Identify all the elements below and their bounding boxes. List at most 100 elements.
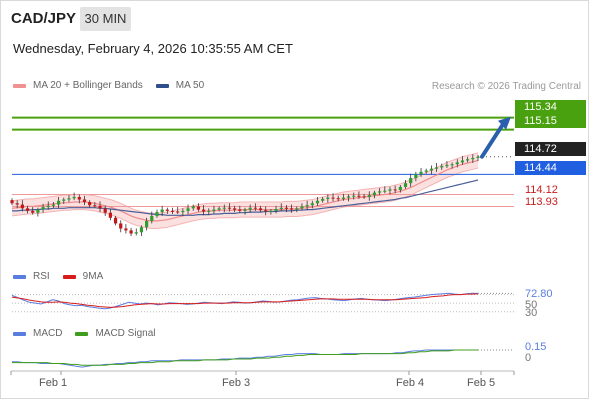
candle-body: [476, 156, 480, 158]
candle-body: [419, 171, 423, 175]
level-tag-support-2: 113.93: [525, 196, 558, 208]
candle-body: [62, 199, 66, 201]
candle-body: [393, 189, 397, 191]
candle-body: [201, 209, 206, 212]
candle-body: [150, 215, 154, 221]
candle-body: [300, 206, 304, 209]
candle-body: [455, 162, 459, 165]
candle-body: [274, 208, 278, 211]
candle-body: [367, 195, 371, 197]
candle-body: [264, 210, 268, 212]
candle-body: [248, 207, 252, 210]
macd-legend: MACD MACD Signal: [13, 328, 168, 339]
candle-body: [372, 192, 377, 196]
level-tag-support-1: 114.12: [525, 184, 558, 196]
legend-label-rsi: RSI: [33, 271, 50, 282]
candle-body: [129, 230, 133, 234]
candle-body: [290, 208, 294, 210]
candle-body: [269, 210, 273, 212]
candle-body: [20, 204, 24, 209]
forecast-arrow-head: [498, 116, 511, 130]
macd-level-0: 0: [525, 352, 532, 364]
legend-item-9ma: 9MA: [62, 271, 104, 282]
bollinger-band-fill: [12, 152, 478, 229]
candle-body: [196, 206, 200, 210]
legend-label-macd: MACD: [33, 328, 63, 339]
legend-swatch-ma20: [13, 83, 26, 88]
legend-item-rsi: RSI: [13, 271, 50, 282]
macd-series-macd: [12, 349, 478, 368]
candle-body: [67, 198, 71, 200]
level-tag-last-price: 114.72: [515, 142, 586, 156]
legend-label-macd-signal: MACD Signal: [95, 328, 156, 339]
legend-swatch-ma50: [155, 83, 169, 88]
candle-body: [46, 205, 50, 208]
legend-label-ma50: MA 50: [175, 80, 205, 91]
candle-body: [113, 217, 118, 224]
timeframe-button[interactable]: 30 MIN: [80, 7, 131, 31]
candle-body: [471, 157, 475, 160]
rsi-series-9ma: [11, 293, 479, 308]
candle-body: [103, 208, 107, 213]
candle-body: [429, 168, 433, 171]
candle-body: [403, 183, 408, 187]
candle-body: [217, 208, 221, 210]
legend-item-ma20: MA 20 + Bollinger Bands: [13, 80, 143, 91]
rsi-series-rsi: [11, 292, 479, 310]
candle-body: [41, 207, 45, 210]
macd-series-signal: [12, 349, 478, 366]
candle-body: [315, 200, 320, 204]
legend-swatch-macd-signal: [75, 331, 89, 336]
credit-label: Research © 2026 Trading Central: [431, 81, 581, 92]
candle-body: [409, 178, 413, 184]
legend-item-ma50: MA 50: [155, 80, 205, 91]
candle-body: [124, 228, 128, 231]
candle-body: [284, 207, 289, 209]
candle-body: [238, 209, 242, 211]
candle-body: [36, 209, 40, 213]
legend-swatch-rsi: [13, 274, 26, 279]
legend-label-ma20: MA 20 + Bollinger Bands: [33, 80, 143, 91]
candle-body: [145, 220, 149, 228]
candle-body: [212, 209, 216, 211]
candle-body: [207, 210, 211, 212]
legend-label-9ma: 9MA: [82, 271, 104, 282]
candle-body: [134, 232, 138, 234]
candle-body: [191, 206, 195, 209]
candle-body: [362, 196, 366, 198]
candle-body: [450, 164, 454, 166]
rsi-legend: RSI 9MA: [13, 271, 116, 282]
candle-body: [331, 197, 335, 199]
candle-body: [440, 166, 444, 168]
forecast-arrow-shaft: [480, 120, 506, 159]
level-tag-target-2: 115.15: [515, 114, 586, 128]
candle-body: [378, 191, 382, 193]
bollinger-upper-line: [11, 152, 479, 214]
level-tag-pivot: 114.44: [515, 161, 586, 175]
candle-body: [295, 208, 299, 210]
candle-body: [326, 197, 330, 199]
candle-body: [341, 197, 345, 199]
rsi-level-30: 30: [525, 307, 538, 319]
x-tick-label-4: Feb 5: [467, 377, 496, 389]
candle-body: [77, 197, 81, 200]
candle-body: [279, 207, 283, 209]
x-tick-label-1: Feb 1: [39, 377, 68, 389]
candle-body: [93, 205, 97, 207]
candle-body: [10, 200, 14, 204]
datetime-label: Wednesday, February 4, 2026 10:35:55 AM …: [13, 41, 293, 56]
candle-body: [72, 197, 76, 199]
candle-body: [82, 199, 87, 203]
candle-body: [186, 208, 190, 211]
candle-body: [181, 210, 185, 213]
candle-body: [434, 167, 439, 169]
candle-body: [233, 208, 237, 210]
candle-body: [346, 196, 351, 198]
candle-body: [139, 227, 144, 233]
main-legend: MA 20 + Bollinger Bands MA 50: [13, 80, 217, 91]
candle-body: [460, 160, 465, 163]
legend-swatch-9ma: [62, 274, 76, 279]
candle-body: [352, 195, 356, 197]
candle-body: [414, 174, 418, 179]
